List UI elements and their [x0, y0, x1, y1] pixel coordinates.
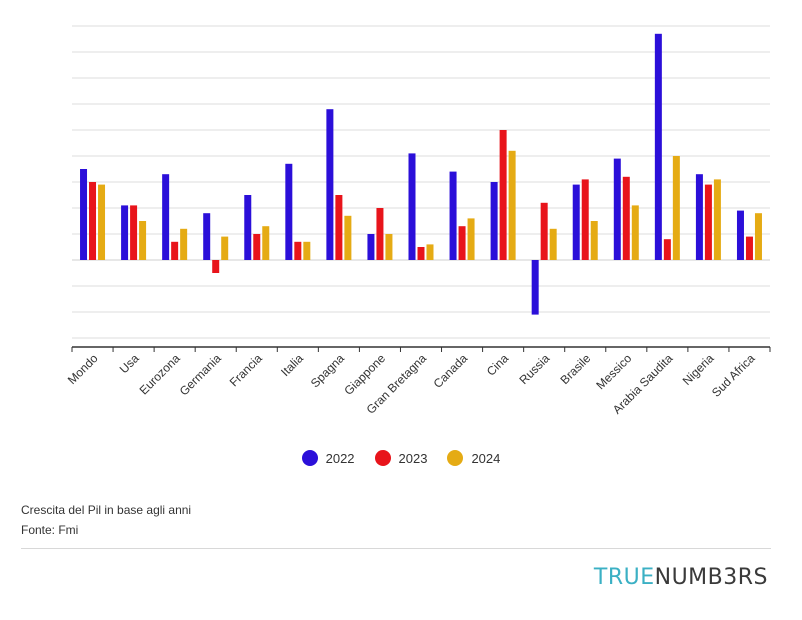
bar-2024-germania: [221, 236, 229, 260]
bar-2022-germania: [203, 213, 211, 260]
logo-part-true: TRUE: [593, 565, 655, 590]
x-tick-label: Eurozona: [137, 351, 183, 397]
bar-2022-spagna: [326, 109, 334, 260]
x-tick-label: Spagna: [308, 351, 347, 390]
bar-2022-brasile: [572, 184, 580, 260]
bar-2023-russia: [540, 202, 548, 260]
x-tick-label: Russia: [516, 351, 552, 387]
legend-label: 2023: [398, 450, 428, 466]
bar-2022-italia: [285, 163, 293, 260]
legend-swatch: [447, 450, 464, 466]
bar-2023-germania: [212, 260, 220, 273]
brand-logo: TRUENUMB3RS: [594, 565, 768, 590]
bar-2024-giappone: [385, 234, 393, 260]
bar-2024-sud-africa: [754, 213, 762, 260]
chart-legend: 2022 2023 2024: [0, 450, 802, 466]
bar-2022-gran-bretagna: [408, 153, 416, 260]
legend-swatch: [374, 450, 391, 466]
x-tick-label: Italia: [278, 351, 306, 379]
bar-2023-italia: [294, 241, 302, 260]
bar-2022-mondo: [80, 169, 88, 260]
bar-2023-gran-bretagna: [417, 247, 425, 260]
x-tick-label: Nigeria: [680, 351, 717, 388]
bar-2023-usa: [130, 205, 138, 260]
bar-2024-gran-bretagna: [426, 244, 434, 260]
x-tick-label: Usa: [117, 351, 142, 376]
bar-2022-nigeria: [695, 174, 703, 260]
bar-2022-sud-africa: [736, 210, 744, 260]
logo-part-numbers: NUMB3RS: [654, 565, 768, 590]
bar-2024-arabia-saudita: [672, 156, 680, 260]
bar-2022-francia: [244, 195, 252, 260]
legend-item-2022[interactable]: 2022: [301, 450, 355, 466]
bar-2023-messico: [622, 176, 630, 260]
bar-2023-eurozona: [171, 241, 179, 260]
bar-2022-arabia-saudita: [654, 33, 662, 260]
bar-2024-russia: [549, 228, 557, 260]
bar-2022-eurozona: [162, 174, 170, 260]
bar-2023-sud-africa: [745, 236, 753, 260]
bar-2022-messico: [613, 158, 621, 260]
legend-item-2023[interactable]: 2023: [374, 450, 428, 466]
bar-2022-cina: [490, 182, 498, 260]
bar-2023-spagna: [335, 195, 343, 260]
chart-source: Fonte: Fmi: [21, 523, 79, 537]
bar-2023-nigeria: [704, 184, 712, 260]
bar-2024-spagna: [344, 215, 352, 260]
bar-2024-mondo: [98, 184, 106, 260]
x-tick-label: Canada: [431, 351, 471, 391]
x-tick-label: Germania: [177, 351, 224, 398]
bar-2022-giappone: [367, 234, 375, 260]
x-tick-label: Mondo: [65, 351, 101, 387]
bar-2023-giappone: [376, 208, 384, 260]
chart-caption: Crescita del Pil in base agli anni: [21, 503, 192, 517]
bar-2024-italia: [303, 241, 311, 260]
bar-2023-arabia-saudita: [663, 239, 671, 260]
bar-2023-mondo: [89, 182, 97, 260]
bar-2024-brasile: [590, 221, 598, 260]
x-tick-label: Brasile: [558, 351, 594, 387]
bar-2022-usa: [121, 205, 129, 260]
legend-item-2024[interactable]: 2024: [447, 450, 500, 466]
bar-2024-usa: [139, 221, 147, 260]
bar-2022-canada: [449, 171, 457, 260]
bar-2024-francia: [262, 226, 270, 260]
bar-2024-nigeria: [713, 179, 721, 260]
bar-2022-russia: [531, 260, 539, 315]
bar-2024-messico: [631, 205, 639, 260]
bar-2024-eurozona: [180, 228, 188, 260]
footer-divider: [21, 548, 771, 549]
bar-2023-brasile: [581, 179, 589, 260]
bar-2023-canada: [458, 226, 466, 260]
bar-2023-cina: [499, 130, 507, 260]
x-tick-label: Sud Africa: [709, 351, 758, 400]
x-tick-label: Francia: [227, 351, 265, 389]
bar-2024-canada: [467, 218, 475, 260]
legend-label: 2022: [325, 450, 355, 466]
bar-2023-francia: [253, 234, 261, 260]
legend-label: 2024: [471, 450, 501, 466]
x-tick-label: Cina: [484, 351, 512, 379]
x-tick-label: Messico: [593, 351, 634, 392]
legend-swatch: [301, 450, 318, 466]
bar-2024-cina: [508, 150, 516, 260]
